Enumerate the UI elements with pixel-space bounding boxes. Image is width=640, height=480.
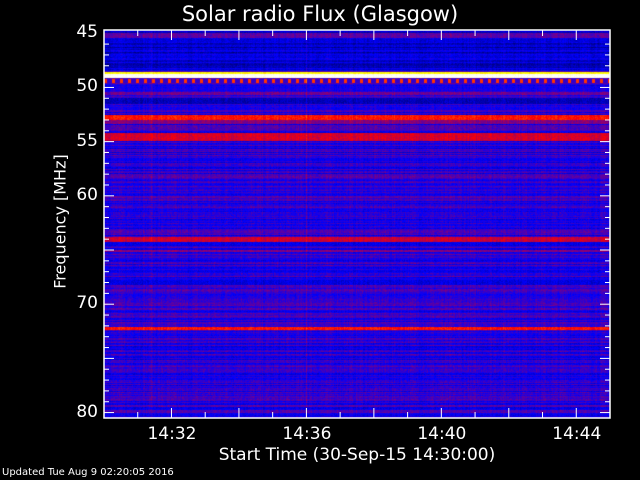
y-tick-label: 80: [76, 401, 98, 422]
y-tick-label: 55: [76, 130, 98, 151]
x-tick-label: 14:36: [282, 424, 332, 444]
chart-title: Solar radio Flux (Glasgow): [181, 2, 459, 26]
y-axis-label: Frequency [MHz]: [50, 154, 70, 289]
x-axis-label: Start Time (30-Sep-15 14:30:00): [218, 445, 496, 465]
x-tick-label: 14:40: [417, 424, 467, 444]
updated-timestamp: Updated Tue Aug 9 02:20:05 2016: [2, 467, 174, 478]
x-tick-label: 14:32: [147, 424, 197, 444]
plot-frame: [103, 29, 611, 419]
spectrogram-plot: [104, 30, 610, 418]
y-tick-label: 60: [76, 184, 98, 205]
y-tick-label: 70: [76, 293, 98, 314]
x-tick-label: 14:44: [552, 424, 602, 444]
y-tick-label: 45: [76, 22, 98, 43]
y-tick-label: 50: [76, 76, 98, 97]
